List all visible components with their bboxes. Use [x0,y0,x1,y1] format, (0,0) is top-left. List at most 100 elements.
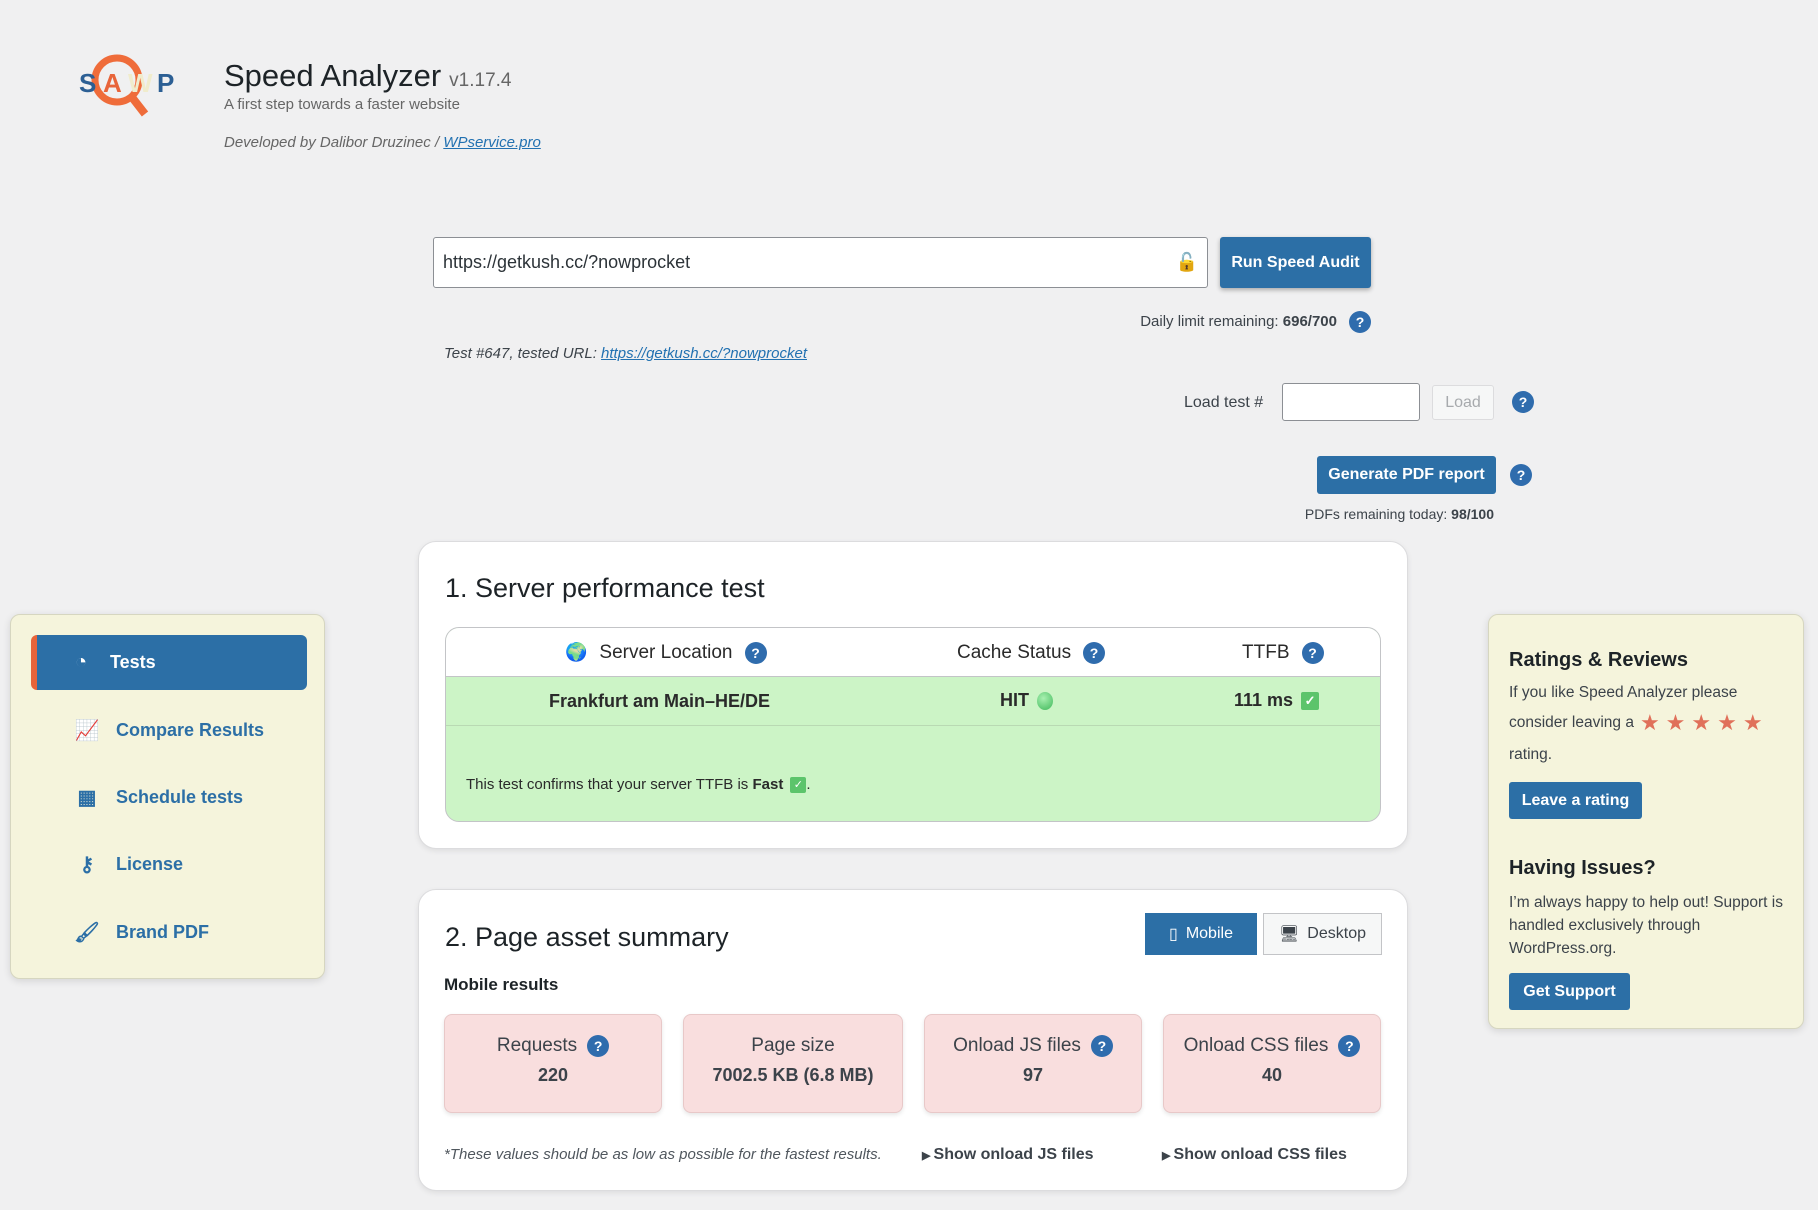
pdf-help-icon[interactable]: ? [1510,464,1532,486]
metric-requests: Requests? 220 [444,1014,662,1113]
developed-by: Developed by Dalibor Druzinec / [224,134,444,151]
phone-icon: ▯ [1169,926,1178,943]
sidebar-item-license[interactable]: ⚷ License [31,837,307,892]
asset-section-title: 2. Page asset summary [445,922,729,952]
sidebar-item-compare-results[interactable]: 📈 Compare Results [31,703,307,758]
globe-icon: 🌍 [565,642,588,662]
sidebar-item-schedule-tests[interactable]: ▦ Schedule tests [31,770,307,825]
ttfb-message-end: . [806,776,811,793]
toggle-label: Show onload JS files [933,1146,1094,1163]
ratings-title: Ratings & Reviews [1509,649,1688,671]
asset-note: *These values should be as low as possib… [444,1146,882,1163]
ttfb-help-icon[interactable]: ? [1301,641,1324,664]
support-panel: Ratings & Reviews If you like Speed Anal… [1488,614,1804,1029]
get-support-button[interactable]: Get Support [1509,973,1630,1010]
ttfb-value: 111 ms [1234,690,1294,710]
issues-title: Having Issues? [1509,857,1656,879]
app-subtitle: A first step towards a faster website [224,96,460,113]
sidebar-item-brand-pdf[interactable]: 🖌 Brand PDF [31,905,307,960]
sidebar-item-tests[interactable]: ◔ Tests [31,635,307,690]
svg-text:S: S [79,68,96,98]
daily-limit-value: 696/700 [1282,313,1337,330]
onload-js-help-icon[interactable]: ? [1090,1035,1113,1057]
load-test-label: Load test # [1184,394,1264,411]
metric-page-size: Page size 7002.5 KB (6.8 MB) [683,1014,903,1113]
ratings-text-2: consider leaving a [1509,714,1634,731]
desktop-icon: 🖥 [1278,926,1300,943]
metric-label: Onload JS files [953,1035,1081,1056]
sidebar-item-label: Compare Results [116,720,265,740]
dashboard-icon: ◔ [74,651,88,673]
ttfb-message: This test confirms that your server TTFB… [466,776,753,793]
requests-help-icon[interactable]: ? [587,1035,610,1057]
metric-value: 40 [1261,1065,1283,1085]
app-version: v1.17.4 [449,70,512,91]
test-info: Test #647, tested URL: [444,345,602,362]
svg-text:W: W [128,68,153,98]
metric-value: 7002.5 KB (6.8 MB) [712,1065,874,1085]
sidebar-nav: ◔ Tests 📈 Compare Results ▦ Schedule tes… [10,614,325,979]
cache-status-value: HIT [1000,690,1029,710]
green-dot-icon [1037,691,1053,710]
magnifier-logo-icon: S A W P [79,54,174,117]
url-input[interactable]: https://getkush.cc/?nowprocket 🔓 [433,237,1208,288]
server-location-help-icon[interactable]: ? [744,641,767,664]
metric-label: Requests [496,1035,578,1056]
tab-label: Desktop [1307,925,1366,942]
sidebar-item-label: Schedule tests [116,787,244,807]
metric-onload-css: Onload CSS files? 40 [1163,1014,1381,1113]
load-button[interactable]: Load [1432,385,1494,420]
header-ttfb: TTFB [1242,641,1290,663]
daily-limit-label: Daily limit remaining: [1140,313,1279,330]
tab-desktop[interactable]: 🖥 Desktop [1263,913,1382,955]
ttfb-rating: Fast [752,776,784,793]
chart-line-icon: 📈 [74,720,100,742]
check-icon: ✓ [1301,691,1320,710]
sidebar-item-label: Brand PDF [116,922,210,942]
sidebar-item-label: License [116,854,184,874]
server-location-value: Frankfurt am Main–HE/DE [549,691,771,711]
app-title: Speed Analyzer [224,58,442,93]
server-section-title: 1. Server performance test [445,573,765,603]
pdf-remaining-label: PDFs remaining today: [1304,506,1448,522]
metric-label: Page size [751,1035,835,1056]
check-icon: ✓ [790,776,807,793]
metric-onload-js: Onload JS files? 97 [924,1014,1142,1113]
pdf-remaining-value: 98/100 [1451,506,1494,522]
server-table: 🌍 Server Location ? Cache Status ? TTFB … [445,627,1381,822]
tab-mobile[interactable]: ▯ Mobile [1145,913,1257,955]
metric-label: Onload CSS files [1183,1035,1329,1056]
brush-icon: 🖌 [74,922,100,944]
show-onload-css-toggle[interactable]: ▶ Show onload CSS files [1162,1146,1347,1164]
toggle-label: Show onload CSS files [1173,1146,1347,1163]
cache-status-help-icon[interactable]: ? [1083,641,1106,664]
five-star-rating-icon[interactable]: ★★★★★ [1639,710,1769,735]
show-onload-js-toggle[interactable]: ▶ Show onload JS files [922,1146,1094,1164]
header-server-location: Server Location [599,641,733,663]
load-test-help-icon[interactable]: ? [1512,391,1534,413]
svg-text:P: P [157,68,174,98]
issues-text: I’m always happy to help out! Support is… [1509,894,1783,957]
generate-pdf-button[interactable]: Generate PDF report [1317,456,1496,494]
load-test-input[interactable] [1282,383,1420,421]
ratings-text-3: rating. [1509,746,1553,763]
tab-label: Mobile [1185,925,1233,942]
leave-rating-button[interactable]: Leave a rating [1509,782,1642,819]
developer-link[interactable]: WPservice.pro [443,134,541,151]
tested-url-link[interactable]: https://getkush.cc/?nowprocket [601,345,807,362]
triangle-right-icon: ▶ [922,1150,934,1162]
svg-text:A: A [103,68,122,98]
ratings-text-1: If you like Speed Analyzer please [1509,684,1738,701]
key-icon: ⚷ [79,854,95,876]
mobile-results-label: Mobile results [444,975,559,994]
run-speed-audit-button[interactable]: Run Speed Audit [1220,237,1371,288]
triangle-right-icon: ▶ [1162,1150,1174,1162]
sidebar-item-label: Tests [110,652,156,672]
url-input-value: https://getkush.cc/?nowprocket [443,252,691,272]
calendar-icon: ▦ [77,787,97,809]
metric-value: 97 [1022,1065,1044,1085]
daily-limit-help-icon[interactable]: ? [1349,311,1371,333]
unlock-icon: 🔓 [1175,252,1198,272]
sawp-logo: S A W P [75,52,185,118]
onload-css-help-icon[interactable]: ? [1338,1035,1361,1057]
